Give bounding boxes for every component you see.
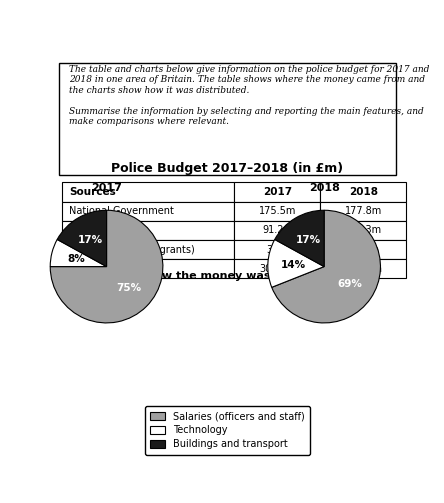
Text: 318.6m: 318.6m [345,264,382,274]
Bar [234,259,321,278]
Bar [321,221,407,240]
Text: 17%: 17% [296,235,321,245]
Legend: Salaries (officers and staff), Technology, Buildings and transport: Salaries (officers and staff), Technolog… [145,405,310,455]
Title: 2017: 2017 [91,183,122,193]
FancyBboxPatch shape [59,63,396,176]
Bar [234,202,321,221]
Bar [234,183,321,202]
Text: 91.2m: 91.2m [262,225,293,235]
Wedge shape [272,210,381,323]
Text: 8%: 8% [67,254,85,264]
Text: 304.7m: 304.7m [259,264,296,274]
Text: National Government: National Government [69,206,174,216]
Bar [62,202,234,221]
Text: 38m: 38m [266,244,288,255]
Bar [62,183,234,202]
Text: Local Taxes: Local Taxes [69,225,125,235]
Text: 17%: 17% [78,235,103,245]
Text: How the money was spent: How the money was spent [145,271,310,281]
Wedge shape [268,239,324,287]
Text: 14%: 14% [281,260,306,270]
Title: 2018: 2018 [309,183,340,193]
Text: 69%: 69% [337,279,362,289]
Text: 38.5m: 38.5m [348,244,379,255]
Text: Sources: Sources [69,187,116,197]
Text: 177.8m: 177.8m [345,206,382,216]
Wedge shape [50,210,163,323]
Bar [321,259,407,278]
Text: Police Budget 2017–2018 (in £m): Police Budget 2017–2018 (in £m) [111,161,344,175]
Text: 2017: 2017 [263,187,292,197]
Text: 102.3m: 102.3m [345,225,382,235]
Text: 2018: 2018 [349,187,378,197]
Bar [234,221,321,240]
Wedge shape [50,239,107,267]
Wedge shape [57,210,107,267]
Bar [321,202,407,221]
Text: 75%: 75% [116,284,141,293]
Text: Total: Total [69,264,92,274]
Text: 175.5m: 175.5m [259,206,296,216]
Text: The table and charts below give information on the police budget for 2017 and
20: The table and charts below give informat… [69,65,430,126]
Text: Write at least 150 words.: Write at least 150 words. [62,183,185,192]
Text: Other sources (eg grants): Other sources (eg grants) [69,244,195,255]
Bar [234,240,321,259]
Bar [321,183,407,202]
Bar [321,240,407,259]
Wedge shape [275,210,324,267]
Bar [62,221,234,240]
Bar [62,259,234,278]
Bar [62,240,234,259]
